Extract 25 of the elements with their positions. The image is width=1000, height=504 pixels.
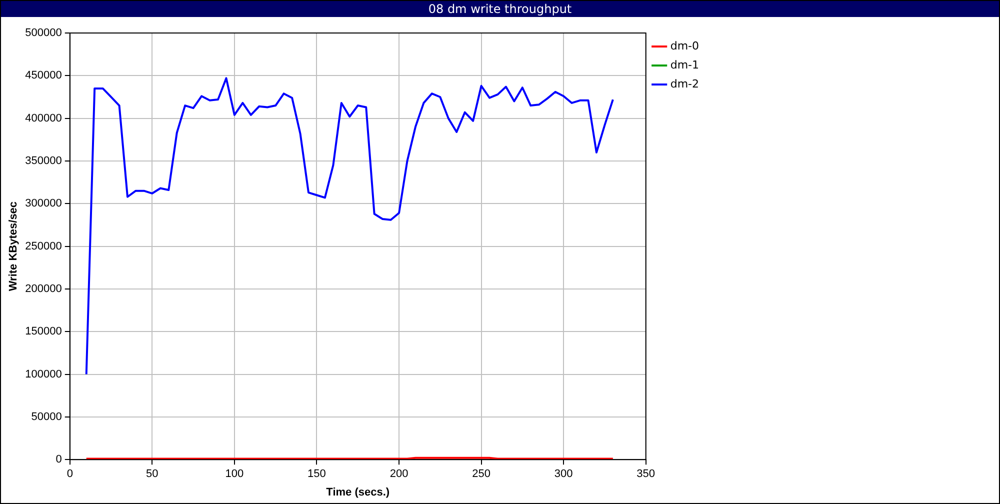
legend-label: dm-0	[670, 39, 700, 52]
legend-label: dm-2	[670, 77, 700, 90]
legend-label: dm-1	[670, 58, 700, 72]
x-tick-label: 150	[308, 468, 326, 480]
chart-title: 08 dm write throughput	[1, 1, 999, 17]
x-tick-label: 250	[472, 468, 490, 480]
x-tick-label: 0	[66, 468, 73, 480]
y-tick-label: 300000	[25, 198, 62, 210]
y-tick-label: 350000	[25, 155, 62, 168]
x-tick-label: 300	[554, 468, 573, 480]
y-tick-label: 100000	[25, 368, 62, 380]
y-tick-label: 500000	[25, 27, 62, 40]
x-tick-label: 350	[636, 468, 656, 480]
y-tick-label: 50000	[31, 410, 62, 423]
y-tick-label: 250000	[25, 240, 62, 252]
y-axis-title: Write KBytes/sec	[8, 201, 20, 292]
y-tick-label: 400000	[25, 112, 62, 124]
x-tick-label: 200	[390, 468, 408, 480]
y-tick-label: 450000	[25, 70, 62, 82]
y-tick-label: 200000	[25, 282, 62, 295]
y-tick-label: 0	[56, 454, 62, 466]
x-tick-label: 100	[225, 468, 244, 480]
x-tick-label: 50	[146, 468, 158, 480]
y-tick-label: 150000	[25, 326, 62, 338]
x-axis-title: Time (secs.)	[326, 486, 390, 498]
